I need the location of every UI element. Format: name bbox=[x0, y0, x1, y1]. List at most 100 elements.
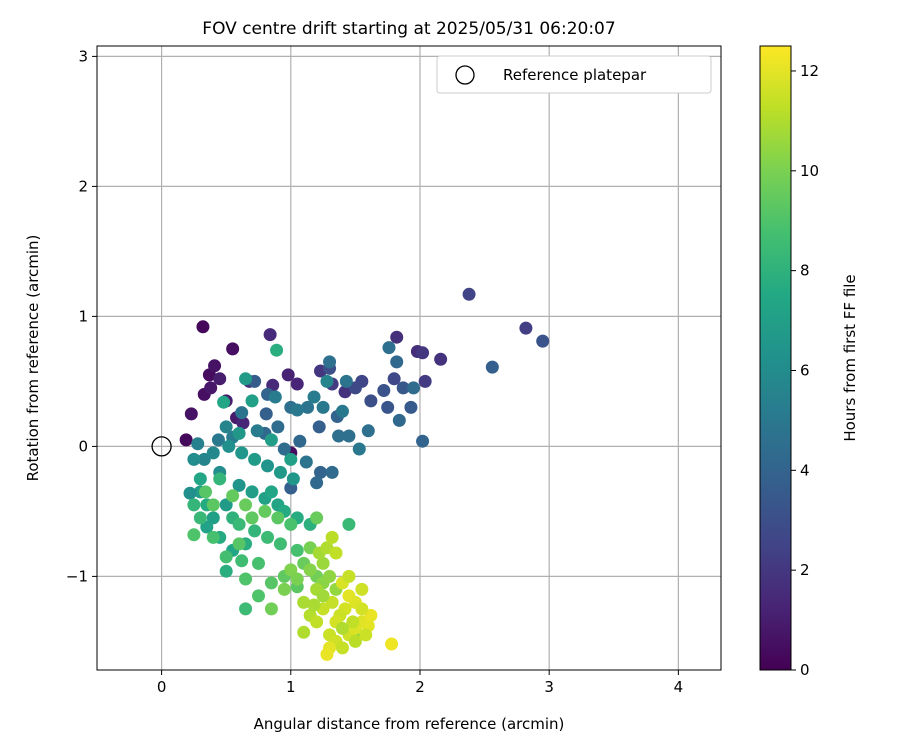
scatter-point bbox=[392, 413, 406, 427]
scatter-point bbox=[519, 321, 533, 335]
colorbar-tick-label: 12 bbox=[800, 62, 819, 80]
scatter-point bbox=[184, 407, 198, 421]
colorbar-ticks: 0 2 4 6 8 10 12 bbox=[791, 62, 819, 679]
scatter-point bbox=[290, 377, 304, 391]
scatter-point bbox=[316, 589, 330, 603]
scatter-point bbox=[187, 528, 201, 542]
scatter-point bbox=[297, 625, 311, 639]
scatter-point bbox=[179, 433, 193, 447]
scatter-point bbox=[316, 556, 330, 570]
scatter-point bbox=[290, 572, 304, 586]
scatter-point bbox=[206, 498, 220, 512]
scatter-point bbox=[387, 372, 401, 386]
scatter-point bbox=[485, 360, 499, 374]
scatter-point bbox=[245, 394, 259, 408]
scatter-point bbox=[377, 384, 391, 397]
scatter-point bbox=[434, 352, 448, 366]
scatter-point bbox=[217, 395, 231, 409]
scatter-point bbox=[206, 530, 220, 544]
scatter-point bbox=[342, 569, 356, 583]
scatter-point bbox=[268, 390, 282, 404]
scatter-point bbox=[346, 615, 360, 629]
scatter-point bbox=[335, 404, 349, 418]
scatter-point bbox=[348, 634, 362, 648]
scatter-point bbox=[323, 569, 337, 583]
scatter-point bbox=[271, 420, 285, 434]
scatter-point bbox=[261, 530, 275, 544]
scatter-point bbox=[251, 589, 265, 603]
scatter-point bbox=[355, 602, 369, 616]
scatter-point bbox=[416, 434, 430, 448]
colorbar-tick-label: 6 bbox=[800, 361, 810, 379]
x-tick-label: 0 bbox=[157, 678, 167, 696]
colorbar-tick-label: 0 bbox=[800, 661, 810, 679]
scatter-point bbox=[259, 407, 273, 421]
scatter-point bbox=[335, 621, 349, 635]
scatter-point bbox=[235, 554, 249, 568]
scatter-point bbox=[239, 372, 253, 386]
scatter-point bbox=[339, 374, 353, 388]
scatter-point bbox=[183, 486, 197, 500]
scatter-point bbox=[273, 537, 287, 551]
scatter-point bbox=[271, 511, 285, 525]
scatter-point bbox=[235, 406, 249, 420]
scatter-point bbox=[226, 342, 240, 356]
scatter-point bbox=[239, 602, 253, 616]
scatter-point bbox=[312, 420, 326, 434]
scatter-point bbox=[264, 602, 278, 616]
scatter-point bbox=[290, 543, 304, 557]
scatter-point bbox=[320, 647, 334, 661]
scatter-point bbox=[211, 433, 225, 447]
colorbar-tick-label: 2 bbox=[800, 561, 810, 579]
scatter-point bbox=[235, 446, 249, 460]
scatter-points bbox=[151, 287, 550, 661]
scatter-point bbox=[364, 394, 378, 408]
y-tick-label: 1 bbox=[78, 307, 88, 325]
scatter-point bbox=[364, 608, 378, 622]
y-tick-label: 0 bbox=[78, 437, 88, 455]
scatter-point bbox=[284, 517, 298, 531]
scatter-point bbox=[307, 390, 321, 404]
scatter-point bbox=[196, 320, 210, 334]
scatter-point bbox=[301, 400, 315, 414]
plot-frame bbox=[96, 45, 722, 671]
x-axis-label: Angular distance from reference (arcmin) bbox=[254, 715, 565, 733]
scatter-point bbox=[355, 582, 369, 596]
legend-box bbox=[436, 55, 712, 94]
scatter-point bbox=[187, 452, 201, 466]
legend: Reference platepar bbox=[436, 55, 712, 94]
scatter-point bbox=[187, 498, 201, 512]
scatter-point bbox=[270, 343, 284, 357]
reference-platepar-marker bbox=[151, 436, 172, 457]
scatter-point bbox=[290, 403, 304, 417]
scatter-point bbox=[236, 416, 250, 430]
scatter-point bbox=[206, 511, 220, 525]
scatter-point bbox=[325, 465, 339, 479]
scatter-point bbox=[390, 355, 404, 369]
scatter-point bbox=[199, 485, 213, 499]
scatter-point bbox=[248, 524, 262, 538]
scatter-point bbox=[310, 476, 324, 490]
scatter-point bbox=[277, 442, 291, 456]
scatter-point bbox=[263, 328, 277, 342]
scatter-point bbox=[342, 429, 356, 443]
scatter-point bbox=[193, 472, 207, 486]
scatter-point bbox=[320, 374, 334, 388]
scatter-point bbox=[219, 498, 233, 512]
legend-reference-marker bbox=[455, 65, 475, 85]
chart-title: FOV centre drift starting at 2025/05/31 … bbox=[202, 19, 615, 39]
scatter-point bbox=[390, 330, 404, 344]
colorbar-label: Hours from first FF file bbox=[841, 274, 859, 441]
scatter-point bbox=[193, 511, 207, 525]
y-axis-label: Rotation from reference (arcmin) bbox=[24, 235, 42, 482]
y-tick-label: 2 bbox=[78, 177, 88, 195]
scatter-point bbox=[239, 498, 253, 512]
scatter-point bbox=[213, 472, 227, 486]
scatter-point bbox=[286, 472, 300, 486]
scatter-point bbox=[335, 641, 349, 655]
scatter-point bbox=[204, 381, 218, 395]
scatter-point bbox=[407, 381, 421, 395]
scatter-point bbox=[208, 359, 222, 373]
